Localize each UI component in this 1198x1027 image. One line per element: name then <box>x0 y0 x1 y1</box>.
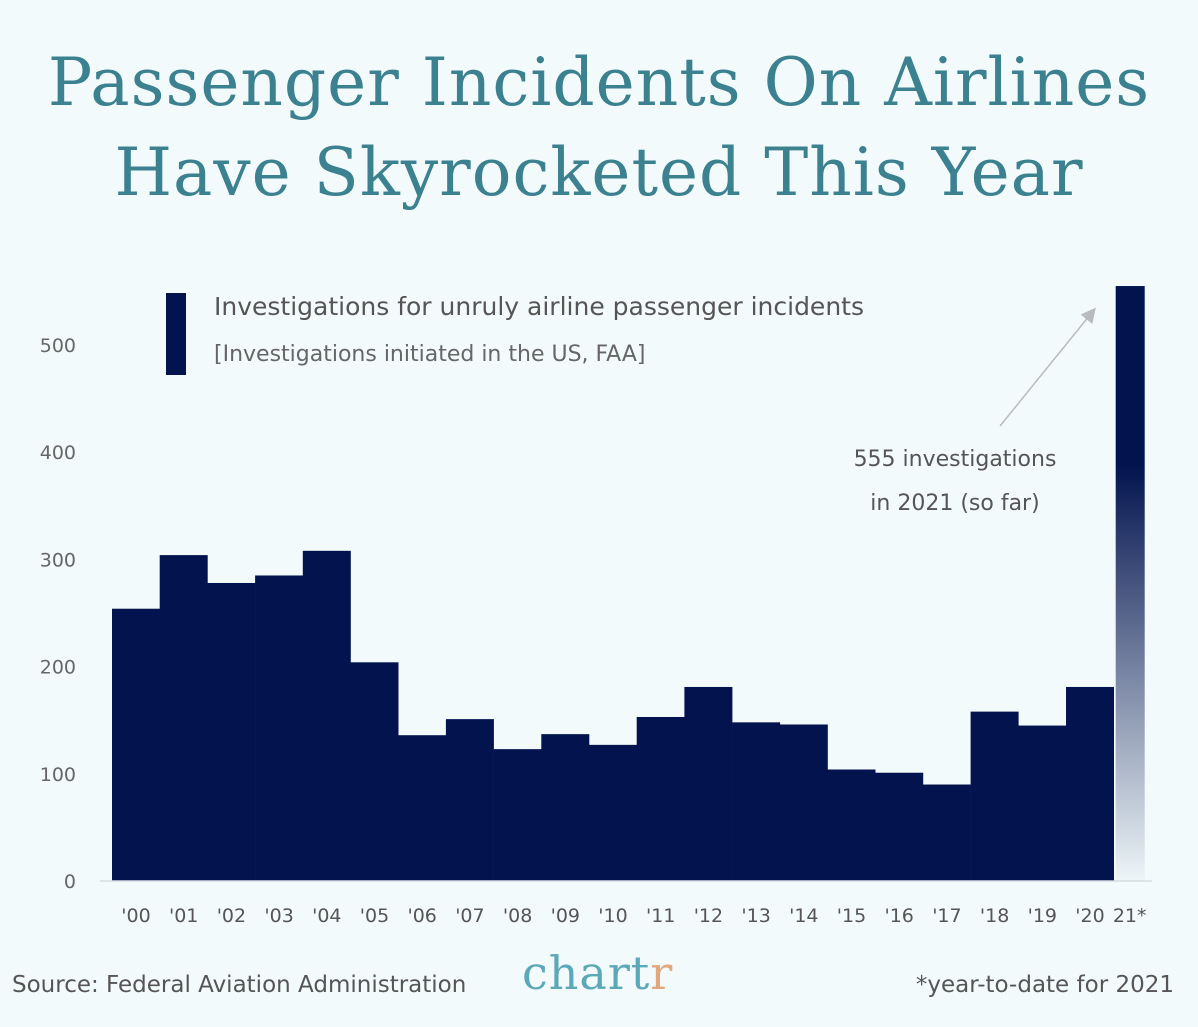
bar-21 <box>1115 286 1145 881</box>
bar-00 <box>112 608 160 881</box>
x-tick-label: '04 <box>312 905 341 927</box>
bar-08 <box>493 749 542 881</box>
legend-label: Investigations for unruly airline passen… <box>214 292 864 321</box>
x-tick-label: '01 <box>169 905 198 927</box>
y-tick-label: 400 <box>40 442 76 464</box>
x-tick-label: '06 <box>407 905 436 927</box>
x-tick-label: '20 <box>1075 905 1104 927</box>
bar-15 <box>827 769 876 881</box>
x-tick-label: '11 <box>646 905 675 927</box>
y-tick-label: 200 <box>40 657 76 679</box>
y-tick-label: 100 <box>40 764 76 786</box>
annotation-2021: 555 investigations in 2021 (so far) <box>830 438 1080 526</box>
annotation-arrow <box>999 307 1096 427</box>
x-tick-label: '16 <box>884 905 913 927</box>
bar-18 <box>970 711 1019 881</box>
bar-13 <box>732 722 781 881</box>
title-line-1: Passenger Incidents On Airlines <box>47 44 1151 121</box>
bar-01 <box>159 555 208 881</box>
x-tick-label: '08 <box>503 905 532 927</box>
x-tick-label: '00 <box>121 905 150 927</box>
bar-03 <box>255 575 304 881</box>
bar-17 <box>922 784 971 881</box>
x-tick-label: '07 <box>455 905 484 927</box>
x-tick-label: '12 <box>694 905 723 927</box>
legend-swatch <box>166 293 186 375</box>
bar-12 <box>684 686 733 881</box>
y-tick-label: 0 <box>64 871 76 893</box>
x-tick-label: '18 <box>980 905 1009 927</box>
bar-02 <box>207 582 256 881</box>
bar-16 <box>875 772 924 881</box>
chartr-logo: chartr <box>522 946 674 1000</box>
x-tick-label: '14 <box>789 905 818 927</box>
x-tick-label: '15 <box>837 905 866 927</box>
x-tick-label: '17 <box>932 905 961 927</box>
x-tick-label: '03 <box>264 905 293 927</box>
x-tick-label: '05 <box>360 905 389 927</box>
title-line-2: Have Skyrocketed This Year <box>114 134 1084 211</box>
x-tick-label: 21* <box>1113 905 1147 927</box>
bar-11 <box>636 716 685 881</box>
chart-title: Passenger Incidents On Airlines Have Sky… <box>0 38 1198 218</box>
x-tick-label: '09 <box>551 905 580 927</box>
bar-05 <box>350 662 399 881</box>
footnote: *year-to-date for 2021 <box>915 972 1174 998</box>
source-note: Source: Federal Aviation Administration <box>12 972 467 998</box>
bar-09 <box>541 734 590 881</box>
x-tick-label: '19 <box>1028 905 1057 927</box>
annotation-line-1: 555 investigations <box>853 447 1057 472</box>
x-tick-label: '10 <box>598 905 627 927</box>
y-tick-label: 300 <box>40 549 76 571</box>
bar-20 <box>1066 686 1114 881</box>
bar-06 <box>398 735 447 881</box>
bar-14 <box>779 724 828 881</box>
bar-10 <box>589 744 637 881</box>
x-tick-label: '02 <box>217 905 246 927</box>
y-tick-label: 500 <box>40 335 76 357</box>
bar-07 <box>445 719 494 881</box>
annotation-line-2: in 2021 (so far) <box>870 491 1040 516</box>
x-tick-label: '13 <box>741 905 770 927</box>
legend-sublabel: [Investigations initiated in the US, FAA… <box>214 342 646 367</box>
bar-19 <box>1018 725 1067 881</box>
bar-04 <box>302 550 351 881</box>
